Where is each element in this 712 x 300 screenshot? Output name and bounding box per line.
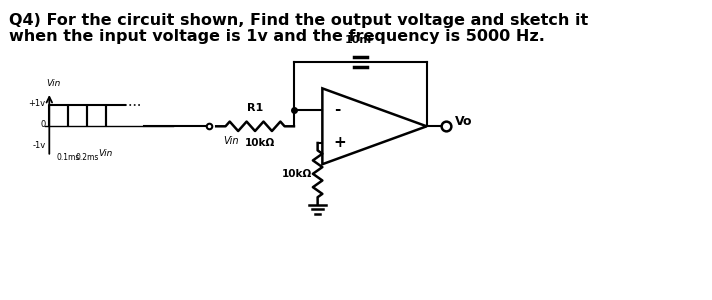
Text: R1: R1 xyxy=(247,103,263,113)
Text: Vin: Vin xyxy=(46,80,61,88)
Text: 10nF: 10nF xyxy=(345,35,376,45)
Text: 10kΩ: 10kΩ xyxy=(245,138,275,148)
Text: 0.1ms: 0.1ms xyxy=(56,153,80,162)
Text: Vo: Vo xyxy=(455,115,473,128)
Text: -1v: -1v xyxy=(32,141,46,150)
Text: Vin: Vin xyxy=(223,136,239,146)
Text: 10kΩ: 10kΩ xyxy=(281,169,312,179)
Text: Vin: Vin xyxy=(98,149,113,158)
Text: when the input voltage is 1v and the frequency is 5000 Hz.: when the input voltage is 1v and the fre… xyxy=(9,28,545,44)
Text: -: - xyxy=(334,102,340,117)
Text: 0.2ms: 0.2ms xyxy=(75,153,99,162)
Text: Q4) For the circuit shown, Find the output voltage and sketch it: Q4) For the circuit shown, Find the outp… xyxy=(9,13,589,28)
Text: +1v: +1v xyxy=(28,99,46,108)
Text: +: + xyxy=(334,136,347,151)
Text: 0: 0 xyxy=(41,120,46,129)
